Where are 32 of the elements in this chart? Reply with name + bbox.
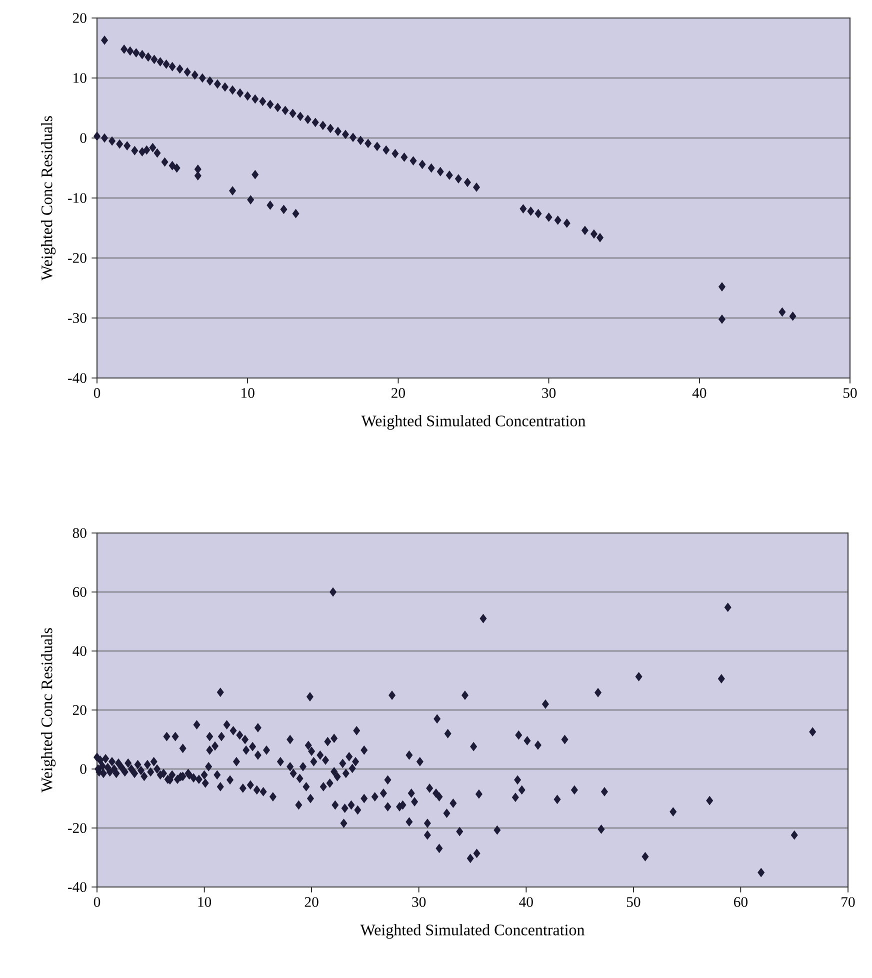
x-tick-label: 30 (542, 388, 556, 398)
y-tick-label: 20 (72, 13, 86, 23)
x-tick-label: 50 (844, 388, 857, 398)
x-axis-title: Weighted Simulated Concentration (360, 924, 585, 939)
y-tick-label: -20 (68, 253, 86, 263)
x-tick-label: 30 (412, 897, 426, 907)
y-tick-label: -40 (68, 373, 86, 383)
x-tick-label: 10 (242, 388, 254, 398)
x-tick-label: 0 (94, 388, 100, 398)
y-tick-label: 10 (74, 73, 86, 83)
y-tick-label: 20 (72, 705, 86, 715)
x-tick-label: 60 (734, 897, 748, 907)
y-tick-label: 80 (72, 528, 86, 538)
y-tick-label: 40 (72, 646, 86, 656)
x-tick-label: 50 (626, 897, 640, 907)
y-tick-label: -10 (68, 193, 86, 203)
y-tick-label: -30 (68, 313, 86, 323)
y-tick-label: -40 (68, 882, 86, 892)
y-tick-label: 0 (80, 764, 86, 774)
x-tick-label: 20 (304, 897, 318, 907)
y-tick-label: 0 (80, 133, 86, 143)
x-tick-label: 70 (842, 897, 855, 907)
x-axis-title: Weighted Simulated Concentration (361, 415, 586, 430)
x-tick-label: 0 (94, 897, 100, 907)
y-tick-label: 60 (72, 587, 86, 597)
x-tick-label: 40 (519, 897, 533, 907)
x-tick-label: 40 (692, 388, 706, 398)
y-axis-title: Weighted Conc Residuals (41, 628, 56, 792)
y-axis-title: Weighted Conc Residuals (41, 116, 56, 280)
y-tick-label: -20 (68, 823, 86, 833)
x-tick-label: 20 (392, 388, 405, 398)
x-tick-label: 10 (198, 897, 212, 907)
